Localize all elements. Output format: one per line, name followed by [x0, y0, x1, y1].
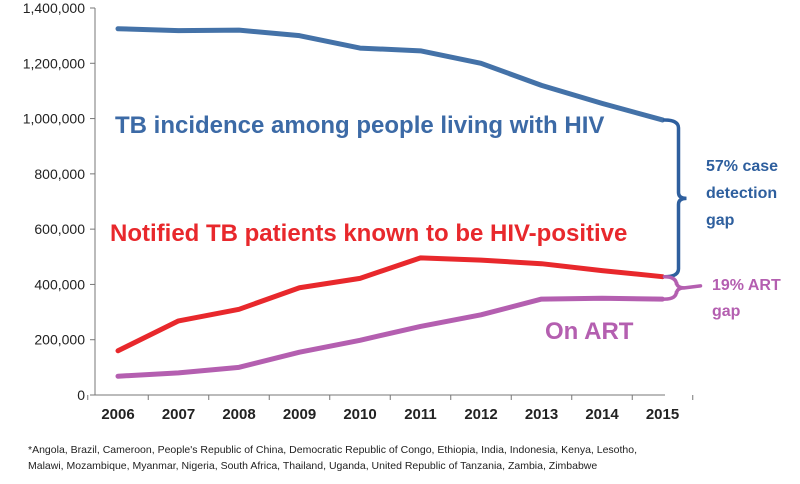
series-label-on-art: On ART — [545, 318, 634, 345]
x-tick-label: 2013 — [525, 406, 558, 423]
y-tick-label: 200,000 — [34, 332, 85, 348]
footnote-line-2: Malawi, Mozambique, Myanmar, Nigeria, So… — [28, 460, 598, 472]
y-tick-label: 600,000 — [34, 221, 85, 237]
series-line-1 — [115, 255, 665, 354]
art-gap-connector — [682, 284, 703, 290]
x-tick-label: 2008 — [222, 406, 255, 423]
x-tick-label: 2011 — [404, 406, 437, 423]
case-gap-label-line2: detection — [706, 185, 777, 202]
art-gap-bracket — [662, 274, 685, 301]
x-tick-label: 2010 — [343, 406, 376, 423]
y-tick-label: 1,200,000 — [23, 55, 85, 71]
x-axis-ticks: 2006 2007 2008 2009 2010 2011 2012 2013 2014 2015 — [87, 395, 694, 423]
series-label-notified: Notified TB patients known to be HIV-pos… — [110, 220, 627, 247]
y-tick-label: 800,000 — [34, 166, 85, 182]
gap-brackets — [662, 118, 703, 301]
x-tick-label: 2014 — [585, 406, 619, 423]
footnote-line-1: *Angola, Brazil, Cameroon, People's Repu… — [28, 444, 638, 456]
x-tick-label: 2015 — [646, 406, 679, 423]
y-tick-label: 1,000,000 — [23, 111, 85, 127]
footnote: *Angola, Brazil, Cameroon, People's Repu… — [28, 442, 788, 474]
series-label-tb-incidence: TB incidence among people living with HI… — [115, 112, 604, 139]
x-tick-label: 2012 — [464, 406, 497, 423]
case-gap-label-line1: 57% case — [706, 158, 778, 175]
axes — [94, 8, 665, 396]
case-gap-bracket — [662, 118, 687, 279]
y-tick-label: 1,400,000 — [23, 0, 85, 16]
y-axis-ticks: 0 200,000 400,000 600,000 800,000 1,000,000 1,… — [23, 0, 95, 403]
case-gap-label-line3: gap — [706, 212, 735, 229]
x-tick-label: 2007 — [162, 406, 195, 423]
y-tick-label: 0 — [77, 387, 85, 403]
x-tick-label: 2006 — [101, 406, 134, 423]
art-gap-label-line1: 19% ART — [712, 277, 781, 294]
series-lines — [115, 26, 665, 379]
x-tick-label: 2009 — [283, 406, 316, 423]
series-line-2 — [115, 295, 665, 379]
y-tick-label: 400,000 — [34, 276, 85, 292]
art-gap-label-line2: gap — [712, 303, 741, 320]
series-line-0 — [115, 26, 665, 123]
line-chart: 0 200,000 400,000 600,000 800,000 1,000,000 1,… — [23, 0, 781, 423]
